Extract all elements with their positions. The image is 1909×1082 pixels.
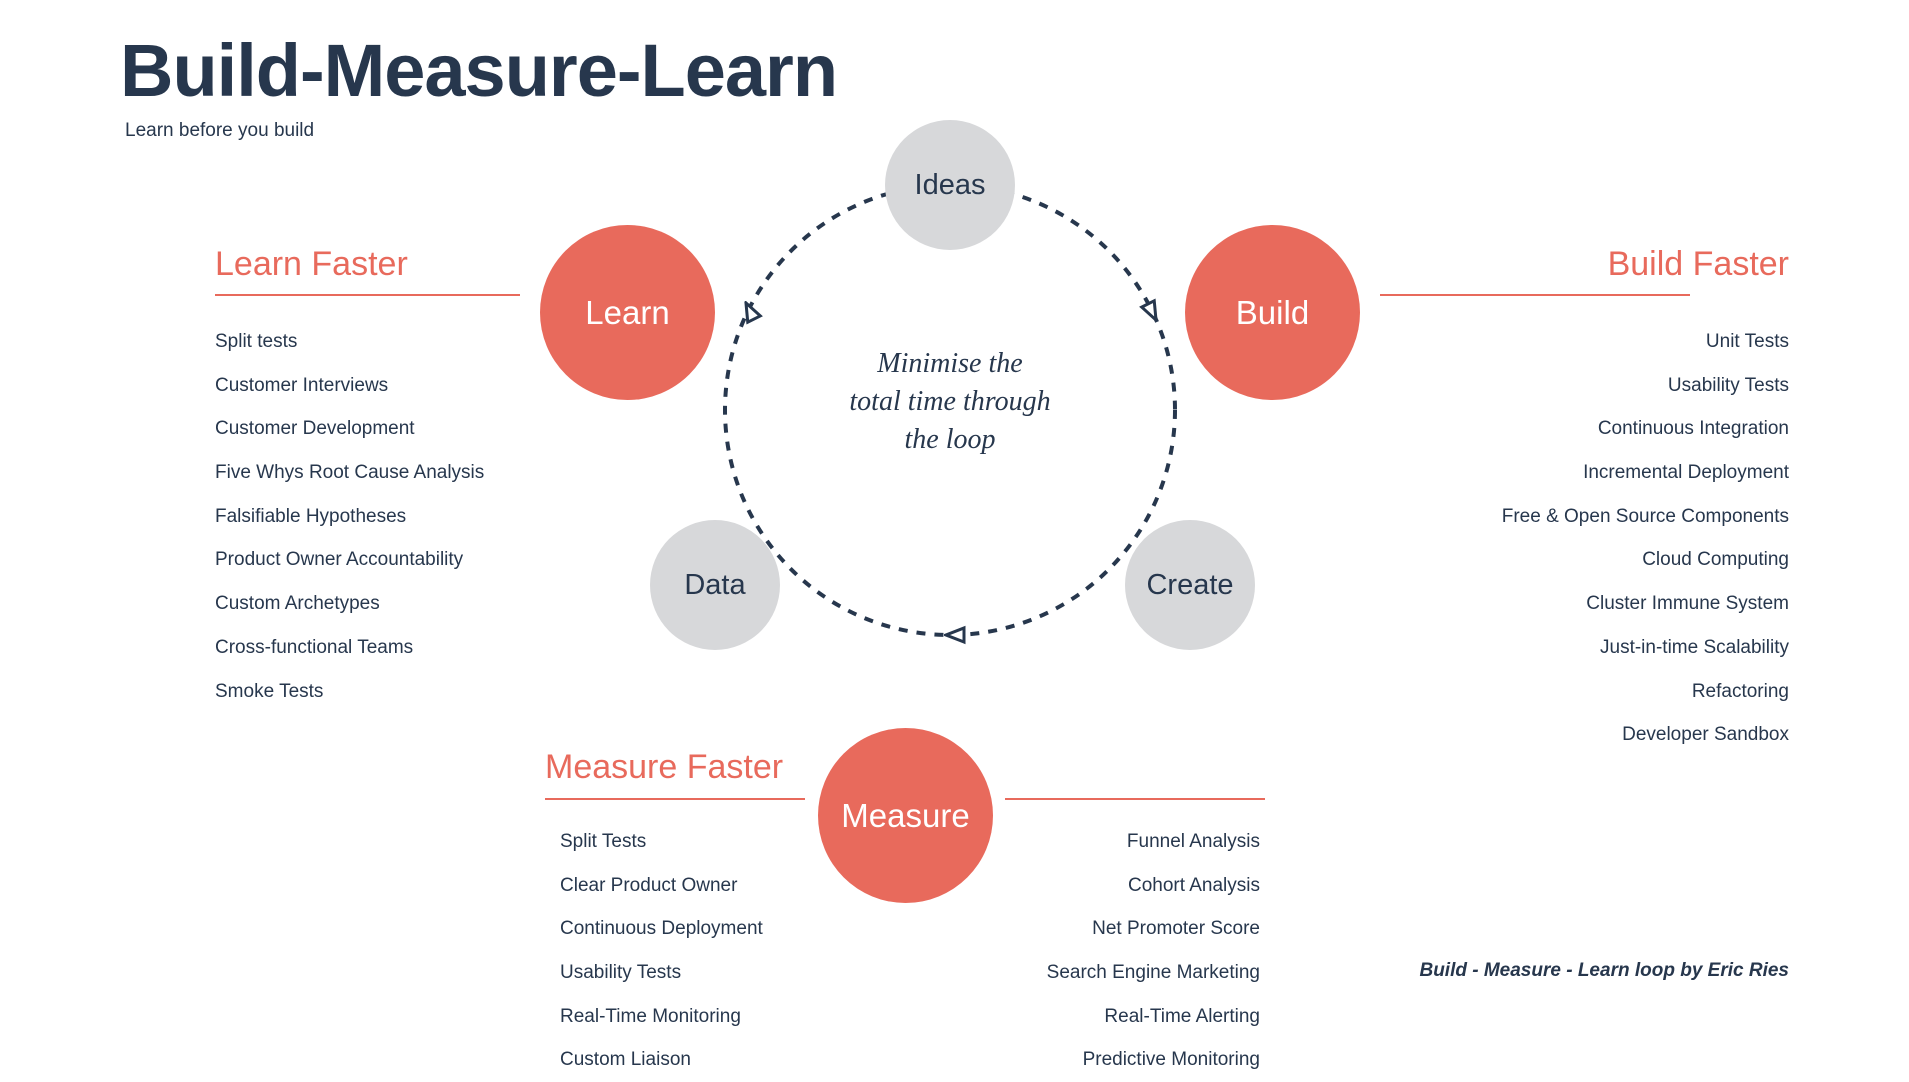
list-item: Product Owner Accountability	[215, 538, 545, 582]
build-underline	[1380, 294, 1690, 296]
list-item: Split Tests	[560, 820, 860, 864]
node-build: Build	[1185, 225, 1360, 400]
list-item: Usability Tests	[560, 951, 860, 995]
cycle-center-text: Minimise the total time through the loop	[800, 345, 1100, 458]
list-item: Real-Time Alerting	[960, 995, 1260, 1039]
build-heading: Build Faster	[1608, 245, 1789, 284]
list-item: Falsifiable Hypotheses	[215, 495, 545, 539]
node-measure-label: Measure	[841, 797, 969, 835]
node-build-label: Build	[1236, 294, 1309, 332]
list-item: Search Engine Marketing	[960, 951, 1260, 995]
attribution: Build - Measure - Learn loop by Eric Rie…	[1419, 960, 1789, 982]
node-create: Create	[1125, 520, 1255, 650]
measure-heading: Measure Faster	[545, 748, 783, 787]
center-text-line: the loop	[905, 424, 996, 455]
node-ideas-label: Ideas	[915, 169, 986, 202]
learn-list: Split testsCustomer InterviewsCustomer D…	[215, 320, 545, 713]
build-list: Unit TestsUsability TestsContinuous Inte…	[1429, 320, 1789, 757]
list-item: Incremental Deployment	[1429, 451, 1789, 495]
measure-list-right: Funnel AnalysisCohort AnalysisNet Promot…	[960, 820, 1260, 1082]
list-item: Cluster Immune System	[1429, 582, 1789, 626]
list-item: Usability Tests	[1429, 364, 1789, 408]
list-item: Continuous Deployment	[560, 907, 860, 951]
measure-underline-right	[1005, 798, 1265, 800]
list-item: Custom Liaison	[560, 1038, 860, 1082]
learn-underline	[215, 294, 520, 296]
node-create-label: Create	[1146, 569, 1233, 602]
list-item: Refactoring	[1429, 670, 1789, 714]
node-data-label: Data	[684, 569, 745, 602]
learn-heading: Learn Faster	[215, 245, 408, 284]
list-item: Just-in-time Scalability	[1429, 626, 1789, 670]
list-item: Clear Product Owner	[560, 864, 860, 908]
list-item: Split tests	[215, 320, 545, 364]
node-ideas: Ideas	[885, 120, 1015, 250]
list-item: Developer Sandbox	[1429, 713, 1789, 757]
list-item: Predictive Monitoring	[960, 1038, 1260, 1082]
center-text-line: total time through	[849, 386, 1050, 417]
list-item: Five Whys Root Cause Analysis	[215, 451, 545, 495]
list-item: Cloud Computing	[1429, 538, 1789, 582]
list-item: Funnel Analysis	[960, 820, 1260, 864]
list-item: Customer Interviews	[215, 364, 545, 408]
center-text-line: Minimise the	[877, 348, 1022, 379]
list-item: Smoke Tests	[215, 670, 545, 714]
list-item: Customer Development	[215, 407, 545, 451]
node-learn-label: Learn	[585, 294, 669, 332]
list-item: Custom Archetypes	[215, 582, 545, 626]
list-item: Real-Time Monitoring	[560, 995, 860, 1039]
list-item: Cross-functional Teams	[215, 626, 545, 670]
node-learn: Learn	[540, 225, 715, 400]
list-item: Net Promoter Score	[960, 907, 1260, 951]
node-data: Data	[650, 520, 780, 650]
list-item: Free & Open Source Components	[1429, 495, 1789, 539]
list-item: Cohort Analysis	[960, 864, 1260, 908]
cycle-diagram: Ideas Create Data Build Learn Minimise t…	[600, 130, 1300, 690]
list-item: Continuous Integration	[1429, 407, 1789, 451]
page-title: Build-Measure-Learn	[120, 28, 837, 113]
page-subtitle: Learn before you build	[125, 120, 314, 142]
measure-list-left: Split TestsClear Product OwnerContinuous…	[560, 820, 860, 1082]
measure-underline-left	[545, 798, 805, 800]
list-item: Unit Tests	[1429, 320, 1789, 364]
